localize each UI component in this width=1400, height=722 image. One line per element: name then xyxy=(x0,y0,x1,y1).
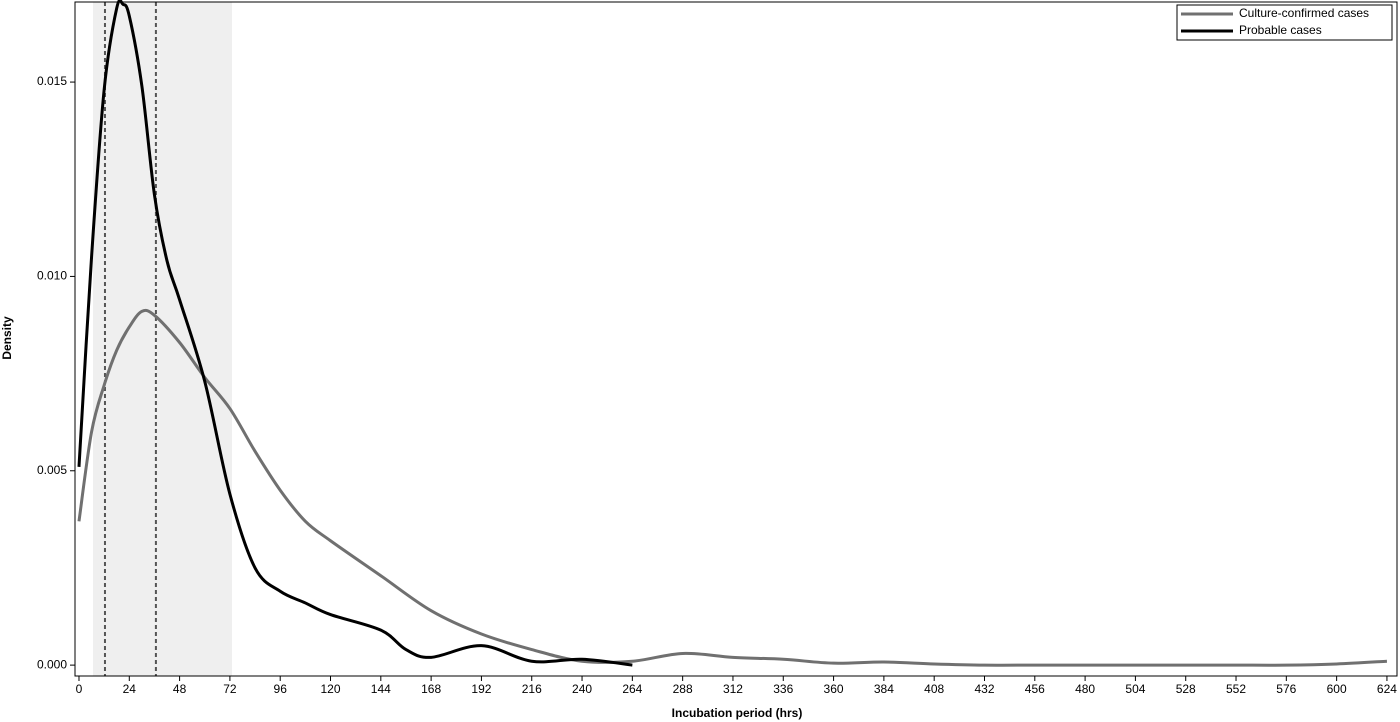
x-tick-label: 72 xyxy=(223,682,237,696)
x-tick-label: 0 xyxy=(76,682,83,696)
x-tick-label: 312 xyxy=(723,682,743,696)
x-axis-title: Incubation period (hrs) xyxy=(672,706,803,720)
x-tick-label: 240 xyxy=(572,682,592,696)
x-tick-label: 576 xyxy=(1276,682,1296,696)
x-tick-label: 528 xyxy=(1176,682,1196,696)
x-tick-label: 360 xyxy=(824,682,844,696)
x-tick-label: 24 xyxy=(123,682,137,696)
legend-box xyxy=(1176,4,1393,41)
x-tick-label: 600 xyxy=(1327,682,1347,696)
x-tick-label: 456 xyxy=(1025,682,1045,696)
x-tick-label: 216 xyxy=(522,682,542,696)
x-tick-label: 624 xyxy=(1377,682,1397,696)
x-tick-label: 336 xyxy=(773,682,793,696)
y-axis-title: Density xyxy=(0,316,14,360)
x-tick-label: 120 xyxy=(320,682,340,696)
x-tick-label: 384 xyxy=(874,682,894,696)
plot-frame xyxy=(74,1,1398,677)
x-tick-label: 264 xyxy=(622,682,642,696)
x-tick-label: 432 xyxy=(974,682,994,696)
x-tick-label: 192 xyxy=(471,682,491,696)
x-tick-label: 144 xyxy=(371,682,391,696)
legend-label: Probable cases xyxy=(1239,23,1322,37)
x-tick-label: 408 xyxy=(924,682,944,696)
x-tick-label: 96 xyxy=(274,682,288,696)
density-line xyxy=(77,0,633,667)
x-tick-label: 480 xyxy=(1075,682,1095,696)
x-tick-label: 48 xyxy=(173,682,187,696)
x-tick-label: 504 xyxy=(1125,682,1145,696)
y-tick-label: 0.005 xyxy=(37,463,67,477)
shaded-range xyxy=(93,2,232,676)
x-tick-label: 552 xyxy=(1226,682,1246,696)
x-tick-label: 168 xyxy=(421,682,441,696)
density-line xyxy=(77,308,1388,667)
legend-label: Culture-confirmed cases xyxy=(1239,6,1369,20)
y-tick-label: 0.000 xyxy=(37,657,67,671)
x-tick-label: 288 xyxy=(673,682,693,696)
y-tick-label: 0.015 xyxy=(37,74,67,88)
y-tick-label: 0.010 xyxy=(37,269,67,283)
